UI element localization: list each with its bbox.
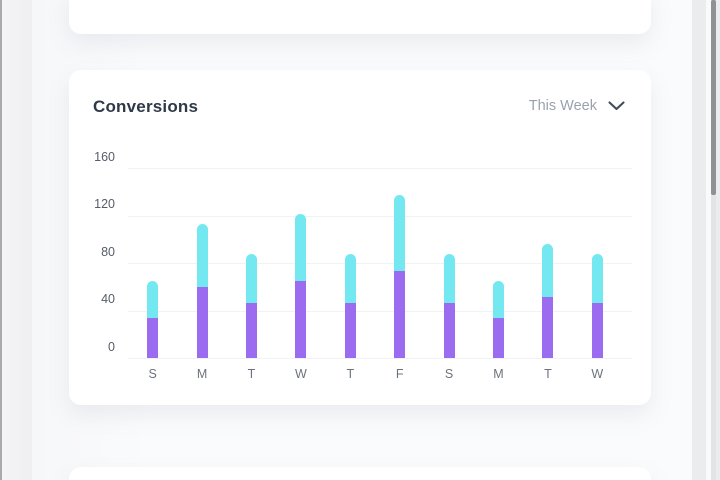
gridline <box>128 263 632 264</box>
gridline <box>128 168 632 169</box>
bar-segment-bottom[interactable] <box>591 303 603 358</box>
bar-segment-top[interactable] <box>542 244 554 298</box>
x-axis-label: T <box>346 367 355 381</box>
y-axis-label: 0 <box>108 339 115 354</box>
bar-segment-bottom[interactable] <box>344 303 356 358</box>
bar-9-T[interactable] <box>542 244 554 358</box>
x-axis-label: M <box>196 367 208 381</box>
x-axis-label: T <box>544 367 552 381</box>
bar-1-S[interactable] <box>147 280 159 358</box>
bar-segment-top[interactable] <box>394 195 406 272</box>
card-title: Conversions <box>93 97 199 116</box>
y-axis-label: 160 <box>94 149 115 164</box>
period-selector-label: This Week <box>528 98 597 114</box>
bar-segment-bottom[interactable] <box>542 297 554 358</box>
x-axis-label: S <box>444 367 454 381</box>
bar-segment-bottom[interactable] <box>196 286 208 358</box>
gridline <box>128 358 632 359</box>
bar-segment-bottom[interactable] <box>493 317 504 358</box>
left-gutter <box>2 0 32 480</box>
conversions-card: Conversions This Week 160 120 80 40 0 S M T W T F S… <box>69 70 651 405</box>
bar-6-F[interactable] <box>394 195 406 358</box>
bar-2-M[interactable] <box>196 223 208 358</box>
period-selector[interactable]: This Week <box>529 98 625 114</box>
bar-segment-top[interactable] <box>493 280 504 318</box>
partial-card-above <box>69 0 651 34</box>
bar-10-W[interactable] <box>591 253 603 358</box>
scrollbar-thumb[interactable] <box>711 0 716 195</box>
bar-5-T[interactable] <box>344 253 356 358</box>
x-axis-label: W <box>591 367 604 381</box>
right-gutter <box>692 0 706 480</box>
x-axis-label: M <box>493 367 504 381</box>
bar-3-T[interactable] <box>246 253 257 358</box>
bar-7-S[interactable] <box>443 253 455 358</box>
bar-segment-bottom[interactable] <box>246 303 257 358</box>
window-left-edge <box>0 0 2 480</box>
x-axis-label: S <box>148 367 157 381</box>
bar-segment-top[interactable] <box>295 214 307 281</box>
bar-segment-top[interactable] <box>246 253 257 304</box>
right-gutter-highlight <box>706 0 711 480</box>
y-axis-label: 120 <box>94 197 115 211</box>
bar-segment-top[interactable] <box>344 253 356 304</box>
bar-segment-bottom[interactable] <box>394 271 406 358</box>
bar-segment-top[interactable] <box>443 253 455 304</box>
partial-card-below <box>69 467 651 480</box>
bar-segment-top[interactable] <box>196 223 208 287</box>
gridline <box>128 215 632 217</box>
x-axis-label: W <box>294 367 307 381</box>
bar-segment-top[interactable] <box>591 253 603 304</box>
y-axis-label: 80 <box>101 244 115 259</box>
y-axis-label: 40 <box>101 292 115 306</box>
x-axis-label: F <box>395 367 404 381</box>
gridline <box>128 310 632 312</box>
x-axis-label: T <box>247 367 256 381</box>
chevron-down-icon <box>608 101 625 111</box>
bar-segment-bottom[interactable] <box>147 317 159 358</box>
bar-8-M[interactable] <box>493 280 504 358</box>
bar-4-W[interactable] <box>295 214 307 358</box>
scrollbar-track[interactable] <box>711 0 716 480</box>
bar-segment-top[interactable] <box>147 280 159 318</box>
bar-segment-bottom[interactable] <box>295 280 307 358</box>
window-right-edge <box>716 0 720 480</box>
bar-segment-bottom[interactable] <box>443 303 455 358</box>
conversions-bar-chart: 160 120 80 40 0 S M T W T F S M T W <box>69 70 651 405</box>
